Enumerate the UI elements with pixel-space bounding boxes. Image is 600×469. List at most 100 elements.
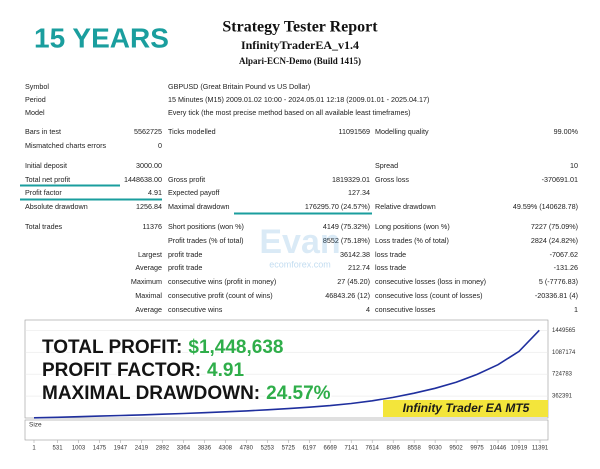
cell-label: Initial deposit bbox=[25, 161, 67, 170]
x-tick-label: 8086 bbox=[386, 446, 400, 452]
cell-value: 49.59% (140628.78) bbox=[513, 202, 578, 211]
overlay-label: TOTAL PROFIT: bbox=[42, 337, 182, 358]
server: Alpari-ECN-Demo (Build 1415) bbox=[239, 56, 361, 66]
cell-label: Short positions (won %) bbox=[168, 222, 244, 231]
cell-value: 46843.26 (12) bbox=[325, 291, 370, 300]
x-tick-label: 10446 bbox=[490, 446, 507, 452]
cell-value: Largest bbox=[138, 250, 162, 259]
cell-value: 99.00% bbox=[554, 127, 579, 136]
cell-value: 4 bbox=[366, 305, 370, 314]
balance-line bbox=[33, 329, 540, 419]
cell-value: 7227 (75.09%) bbox=[531, 222, 578, 231]
x-tick-label: 8558 bbox=[407, 446, 421, 452]
cell-value: 5 (-7776.83) bbox=[539, 277, 578, 286]
cell-label: consecutive loss (count of losses) bbox=[375, 291, 482, 300]
cell-value: Average bbox=[135, 305, 162, 314]
cell-value: -370691.01 bbox=[542, 175, 578, 184]
report-table: Symbol GBPUSD (Great Britain Pound vs US … bbox=[25, 82, 579, 314]
x-tick-label: 1475 bbox=[93, 446, 107, 452]
cell-label: 15 Minutes (M15) 2009.01.02 10:00 - 2024… bbox=[168, 95, 429, 104]
watermark: Evan bbox=[259, 223, 340, 261]
x-tick-label: 3364 bbox=[177, 446, 191, 452]
x-tick-label: 7141 bbox=[345, 446, 359, 452]
cell-value: 2824 (24.82%) bbox=[531, 236, 578, 245]
cell-value: 212.74 bbox=[348, 263, 370, 272]
x-tick-label: 2419 bbox=[135, 446, 149, 452]
x-tick-label: 4780 bbox=[240, 446, 254, 452]
x-tick-label: 4308 bbox=[219, 446, 233, 452]
cell-label: Symbol bbox=[25, 82, 49, 91]
x-tick-label: 1003 bbox=[72, 446, 86, 452]
cell-value: 1256.84 bbox=[136, 202, 162, 211]
cell-value: 3000.00 bbox=[136, 161, 162, 170]
cell-value: 8552 (75.18%) bbox=[323, 236, 370, 245]
overlay-label: PROFIT FACTOR: bbox=[42, 360, 201, 381]
x-tick-label: 9502 bbox=[449, 446, 463, 452]
cell-value: Average bbox=[135, 263, 162, 272]
cell-value: 0 bbox=[158, 141, 162, 150]
cell-value: 5562725 bbox=[134, 127, 162, 136]
cell-label: Relative drawdown bbox=[375, 202, 436, 211]
cell-label: consecutive losses bbox=[375, 305, 436, 314]
cell-value: 1 bbox=[574, 305, 578, 314]
cell-label: profit trade bbox=[168, 263, 202, 272]
cell-value: 1448638.00 bbox=[124, 175, 162, 184]
cell-label: profit trade bbox=[168, 250, 202, 259]
x-tick-label: 9030 bbox=[428, 446, 442, 452]
x-tick-label: 1947 bbox=[114, 446, 128, 452]
cell-label: Period bbox=[25, 95, 46, 104]
cell-value: 4149 (75.32%) bbox=[323, 222, 370, 231]
cell-label: Gross profit bbox=[168, 175, 205, 184]
size-label: Size bbox=[29, 422, 42, 429]
y-tick-label: 724783 bbox=[552, 372, 573, 378]
cell-value: 176295.70 (24.57%) bbox=[305, 202, 370, 211]
cell-value: Maximum bbox=[131, 277, 162, 286]
cell-value: -20336.81 (4) bbox=[535, 291, 578, 300]
badge: 15 YEARS bbox=[34, 22, 169, 53]
overlay-label: MAXIMAL DRAWDOWN: bbox=[42, 383, 260, 404]
report-title: Strategy Tester Report bbox=[222, 19, 378, 36]
cell-label: Gross loss bbox=[375, 175, 409, 184]
cell-label: GBPUSD (Great Britain Pound vs US Dollar… bbox=[168, 82, 310, 91]
y-tick-label: 1449565 bbox=[552, 328, 576, 334]
x-tick-label: 1 bbox=[32, 446, 36, 452]
cell-label: consecutive losses (loss in money) bbox=[375, 277, 486, 286]
size-frame bbox=[24, 419, 549, 441]
y-tick-label: 362391 bbox=[552, 394, 573, 400]
x-tick-label: 3836 bbox=[198, 446, 212, 452]
cell-value: 27 (45.20) bbox=[337, 277, 370, 286]
cell-label: Every tick (the most precise method base… bbox=[168, 108, 410, 117]
y-tick-label: 1087174 bbox=[552, 350, 576, 356]
cell-value: 4.91 bbox=[148, 188, 162, 197]
cell-label: Modelling quality bbox=[375, 127, 429, 136]
cell-label: consecutive wins (profit in money) bbox=[168, 277, 276, 286]
x-tick-label: 9975 bbox=[470, 446, 484, 452]
cell-label: consecutive profit (count of wins) bbox=[168, 291, 273, 300]
x-tick-label: 531 bbox=[53, 446, 64, 452]
cell-label: Absolute drawdown bbox=[25, 202, 88, 211]
cell-label: loss trade bbox=[375, 263, 406, 272]
cell-label: Maximal drawdown bbox=[168, 202, 230, 211]
cell-value: 127.34 bbox=[348, 188, 370, 197]
overlay-value: 24.57% bbox=[266, 383, 331, 404]
watermark: ecomforex.com bbox=[269, 259, 331, 269]
cell-value: 10 bbox=[570, 161, 578, 170]
overlay-value: $1,448,638 bbox=[188, 337, 283, 358]
cell-label: consecutive wins bbox=[168, 305, 223, 314]
cell-value: 11091569 bbox=[339, 127, 370, 136]
x-tick-label: 11391 bbox=[532, 446, 549, 452]
cell-value: -131.26 bbox=[554, 263, 578, 272]
x-tick-label: 5725 bbox=[282, 446, 296, 452]
x-tick-label: 10919 bbox=[511, 446, 528, 452]
cell-label: Spread bbox=[375, 161, 398, 170]
cell-value: 11376 bbox=[143, 222, 162, 231]
cell-label: Ticks modelled bbox=[168, 127, 216, 136]
cell-label: Model bbox=[25, 108, 45, 117]
x-tick-label: 6197 bbox=[303, 446, 317, 452]
cell-label: loss trade bbox=[375, 250, 406, 259]
x-tick-label: 7614 bbox=[366, 446, 380, 452]
x-tick-label: 5253 bbox=[261, 446, 275, 452]
cell-label: Total net profit bbox=[25, 175, 70, 184]
ea-name: InfinityTraderEA_v1.4 bbox=[241, 38, 359, 52]
